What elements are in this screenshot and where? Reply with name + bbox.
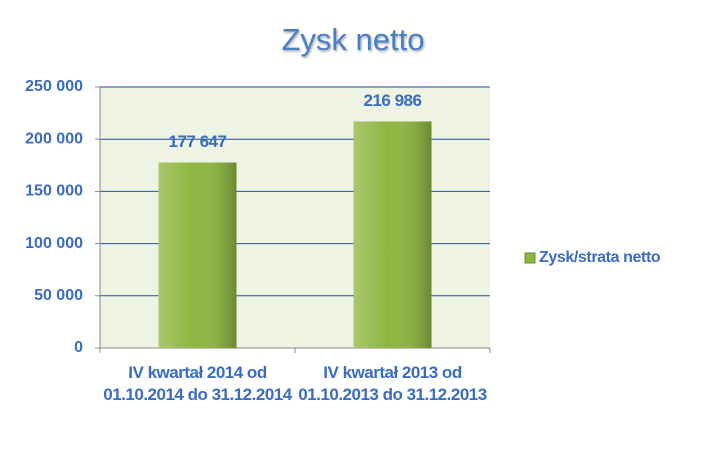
x-tick-label: IV kwartał 2014 od 01.10.2014 do 31.12.2…	[103, 363, 292, 404]
y-tick-label: 100 000	[25, 235, 83, 252]
bar-shine	[158, 162, 237, 348]
y-tick-label: 50 000	[34, 287, 83, 304]
chart-title: Zysk netto	[282, 22, 425, 57]
data-label: 216 986	[364, 91, 422, 110]
y-tick-label: 150 000	[25, 183, 83, 200]
y-tick-label: 250 000	[25, 78, 83, 95]
bar-shine	[353, 121, 432, 348]
y-tick-label: 0	[74, 339, 83, 356]
legend-swatch	[524, 252, 536, 264]
x-tick-label: IV kwartał 2013 od 01.10.2013 do 31.12.2…	[298, 363, 487, 404]
legend-label: Zysk/strata netto	[539, 249, 661, 266]
y-tick-label: 200 000	[25, 130, 83, 147]
data-label: 177 647	[169, 132, 227, 151]
